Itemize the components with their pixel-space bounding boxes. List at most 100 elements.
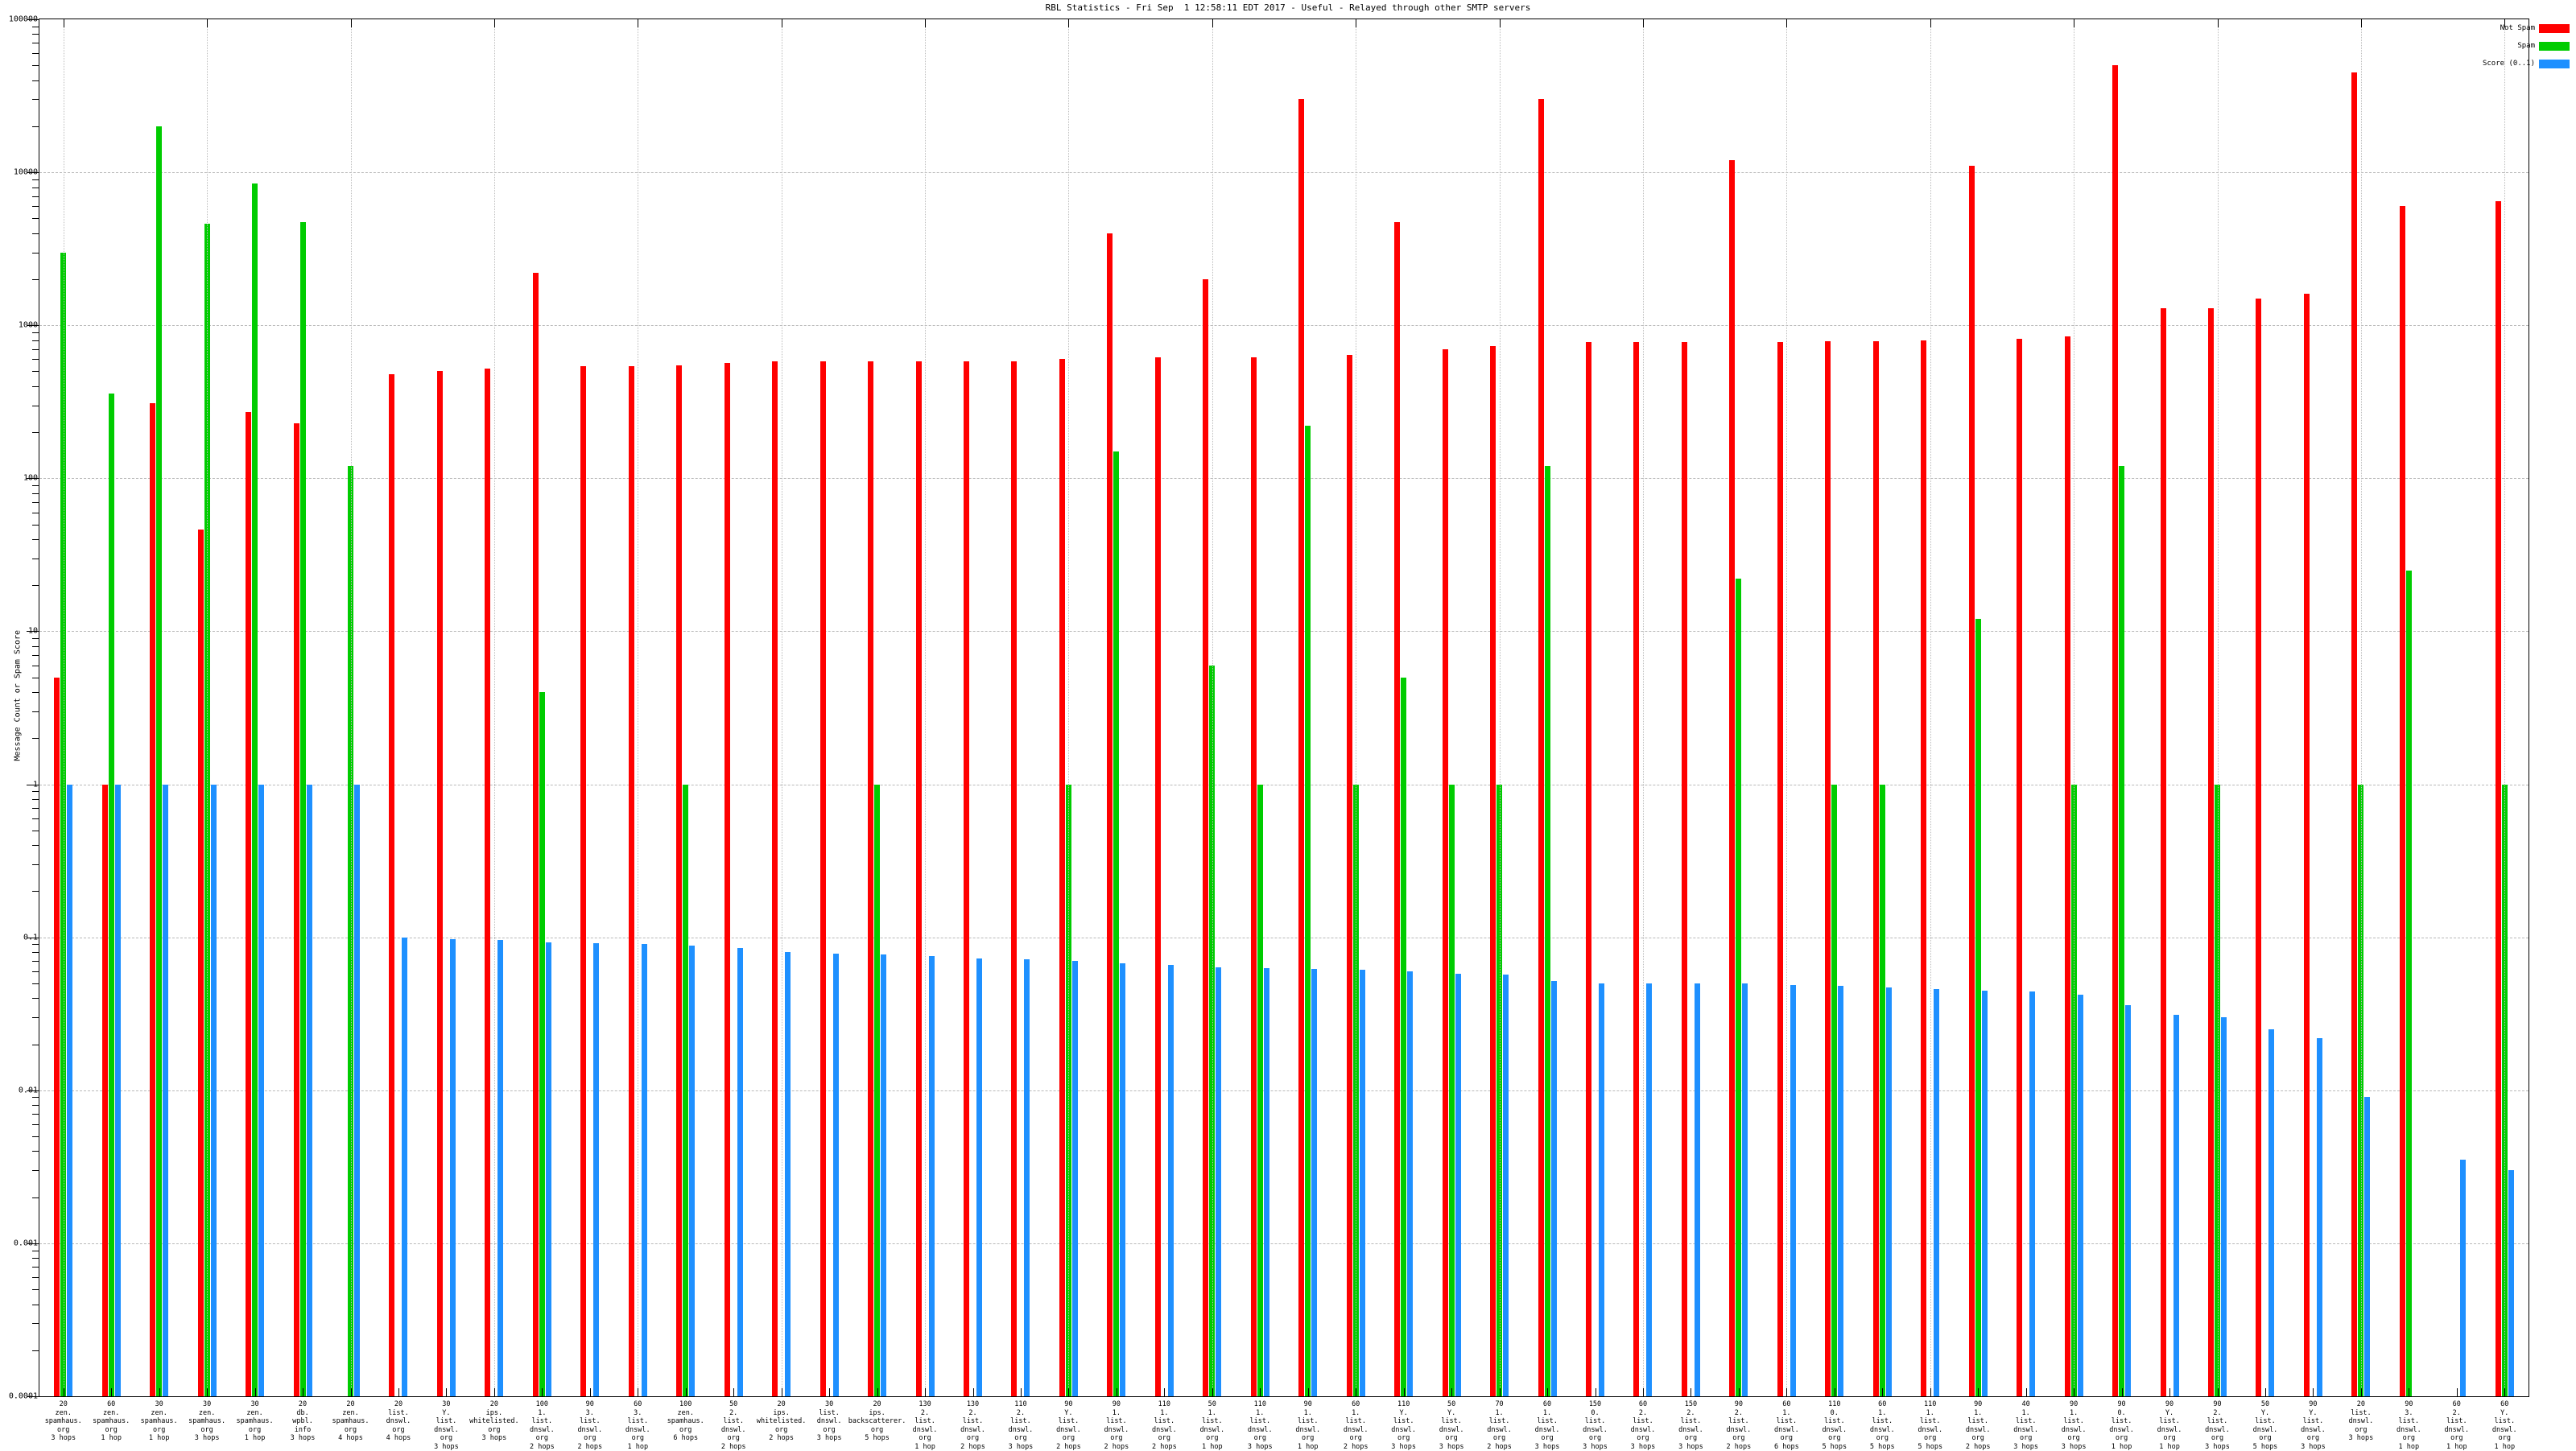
x-tick-bottom xyxy=(1882,1388,1883,1396)
bar-score xyxy=(354,785,360,1396)
x-axis-label-line: dnswl. xyxy=(721,1426,746,1435)
y-tick-label: 1000 xyxy=(19,321,38,330)
x-axis-label-line: 3 hops xyxy=(1009,1443,1034,1451)
x-axis-label-line: org xyxy=(913,1434,938,1443)
x-axis-label-line: 1. xyxy=(1104,1409,1129,1418)
x-axis-label-line: 1. xyxy=(1966,1409,1991,1418)
x-tick-bottom xyxy=(1404,1388,1405,1396)
x-axis-label-line: 90 xyxy=(2109,1400,2134,1409)
x-axis-label-line: 3 hops xyxy=(2013,1443,2038,1451)
x-axis-label-line: list. xyxy=(1487,1417,1512,1426)
gridline-vertical xyxy=(1643,19,1644,1396)
x-axis-label-line: 60 xyxy=(1774,1400,1799,1409)
x-axis-label-line: org xyxy=(1152,1434,1177,1443)
x-axis-label-line: list. xyxy=(530,1417,555,1426)
bar-not-spam xyxy=(2112,65,2118,1396)
x-axis-label-line: 3 hops xyxy=(188,1434,225,1443)
x-axis-label-line: dnswl. xyxy=(1678,1426,1703,1435)
x-tick-bottom xyxy=(2457,1388,2458,1396)
x-axis-label-line: dnswl. xyxy=(2013,1426,2038,1435)
x-tick-bottom xyxy=(207,1388,208,1396)
x-tick-bottom xyxy=(925,1388,926,1396)
x-axis-label-line: 90 xyxy=(1104,1400,1129,1409)
y-tick-minor xyxy=(32,1017,39,1018)
bar-not-spam xyxy=(1059,359,1065,1396)
x-axis-label-line: dnswl. xyxy=(2253,1426,2278,1435)
x-tick-bottom xyxy=(1930,1388,1931,1396)
x-axis-label-line: dnswl. xyxy=(2492,1426,2517,1435)
x-axis-label-line: spamhaus. xyxy=(237,1417,274,1426)
y-tick-minor xyxy=(32,638,39,639)
x-axis-label-line: org xyxy=(1295,1434,1320,1443)
bar-not-spam xyxy=(1586,342,1591,1396)
gridline-vertical xyxy=(1212,19,1213,1396)
x-axis-label-line: list. xyxy=(1199,1417,1224,1426)
bar-score xyxy=(497,940,503,1396)
y-tick-minor xyxy=(32,279,39,280)
bar-score xyxy=(833,954,839,1396)
bar-score xyxy=(2364,1097,2370,1396)
x-axis-label-line: 1 hop xyxy=(625,1443,650,1451)
gridline-vertical xyxy=(2504,19,2505,1396)
y-tick-minor xyxy=(32,485,39,486)
bar-score xyxy=(1407,971,1413,1396)
x-axis-label-line: 4 hops xyxy=(332,1434,369,1443)
y-tick-label: 10 xyxy=(28,627,38,636)
bar-score xyxy=(1886,987,1892,1396)
x-axis-label-line: dnswl. xyxy=(1583,1426,1608,1435)
x-axis-label-line: db. xyxy=(291,1409,316,1418)
x-axis-label-line: 110 xyxy=(1152,1400,1177,1409)
bar-not-spam xyxy=(868,361,873,1396)
bar-score xyxy=(67,785,72,1396)
bar-spam xyxy=(1831,785,1837,1396)
x-axis-label-line: 110 xyxy=(1822,1400,1847,1409)
y-tick-minor xyxy=(32,1097,39,1098)
x-axis-label-line: 90 xyxy=(1056,1400,1081,1409)
bar-score xyxy=(2268,1029,2274,1396)
x-axis-label-line: 50 xyxy=(1199,1400,1224,1409)
x-axis-label-line: 60 xyxy=(625,1400,650,1409)
x-tick-bottom xyxy=(877,1388,878,1396)
bar-not-spam xyxy=(772,361,778,1396)
y-tick-minor xyxy=(32,53,39,54)
x-axis-label-line: 1. xyxy=(2062,1409,2087,1418)
bar-score xyxy=(785,952,791,1396)
x-axis-label-line: list. xyxy=(2205,1417,2230,1426)
x-axis-label-line: dnswl. xyxy=(530,1426,555,1435)
x-axis-label-line: spamhaus. xyxy=(332,1417,369,1426)
bar-score xyxy=(307,785,312,1396)
x-tick-bottom xyxy=(686,1388,687,1396)
x-axis-label-line: dnswl. xyxy=(2157,1426,2182,1435)
x-axis-label-line: dnswl. xyxy=(1439,1426,1464,1435)
x-axis-label-line: wpbl. xyxy=(291,1417,316,1426)
x-axis-label-line: 30 xyxy=(434,1400,459,1409)
y-tick-minor xyxy=(32,179,39,180)
bar-not-spam xyxy=(1490,346,1496,1396)
gridline-vertical xyxy=(351,19,352,1396)
bar-score xyxy=(450,939,456,1396)
bar-score xyxy=(1024,959,1030,1396)
bar-not-spam xyxy=(2304,294,2310,1396)
x-axis-label-line: 1. xyxy=(1295,1409,1320,1418)
x-tick-bottom xyxy=(2218,1388,2219,1396)
bar-score xyxy=(1599,983,1604,1396)
x-axis-label-line: 60 xyxy=(93,1400,130,1409)
x-axis-label-line: dnswl. xyxy=(817,1417,842,1426)
x-axis-label-line: 2. xyxy=(1727,1409,1752,1418)
x-axis-label-line: 50 xyxy=(1439,1400,1464,1409)
x-tick-bottom xyxy=(2313,1388,2314,1396)
x-axis-label-line: 20 xyxy=(2349,1400,2374,1409)
x-axis-label-line: Y. xyxy=(2301,1409,2326,1418)
x-axis-label-line: dnswl. xyxy=(2396,1426,2421,1435)
x-axis-label-line: list. xyxy=(1104,1417,1129,1426)
y-tick-minor xyxy=(32,1350,39,1351)
x-axis-label-line: 2. xyxy=(721,1409,746,1418)
x-axis-label-line: org xyxy=(237,1426,274,1435)
x-tick-bottom xyxy=(829,1388,830,1396)
x-axis-label-line: 3 hops xyxy=(434,1443,459,1451)
gridline-vertical xyxy=(494,19,495,1396)
